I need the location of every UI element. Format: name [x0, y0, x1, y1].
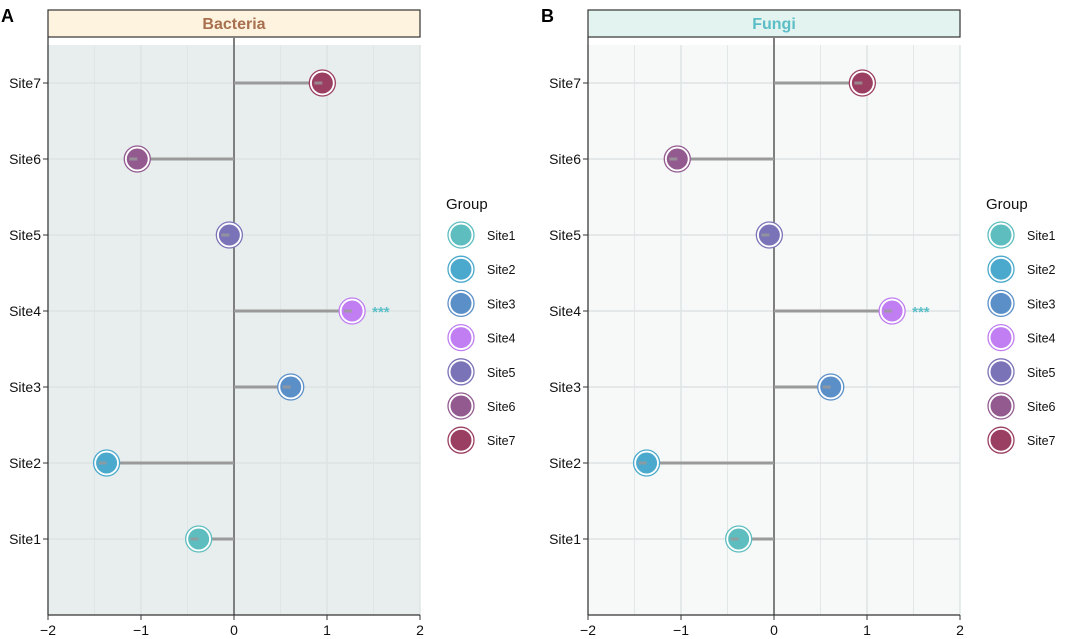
legend-label: Site4: [1027, 332, 1056, 346]
y-tick-label: Site4: [9, 303, 41, 319]
legend-label: Site6: [487, 400, 516, 414]
x-tick-label: 0: [230, 622, 238, 638]
legend-label: Site2: [487, 263, 516, 277]
y-tick-label: Site6: [9, 151, 41, 167]
legend-label: Site2: [1027, 263, 1056, 277]
facet-strip: [587, 9, 961, 38]
y-tick-label: Site2: [9, 455, 41, 471]
facet-title: Bacteria: [202, 16, 265, 33]
legend: Group Site1 Site2 Site3 Site4 Site5 Site6 Site7: [986, 196, 1056, 454]
y-tick-label: Site1: [549, 531, 581, 547]
y-tick-label: Site4: [549, 303, 581, 319]
x-tick-label: −1: [133, 622, 149, 638]
legend-label: Site3: [487, 297, 516, 311]
y-tick-label: Site3: [549, 379, 581, 395]
y-tick-label: Site7: [9, 75, 41, 91]
y-tick-label: Site6: [549, 151, 581, 167]
y-tick-label: Site5: [549, 227, 581, 243]
legend-swatch: [450, 327, 472, 349]
legend-swatch: [450, 361, 472, 383]
x-tick-label: 1: [323, 622, 331, 638]
legend-swatch: [450, 224, 472, 246]
legend-title: Group: [446, 196, 488, 213]
legend-swatch: [990, 224, 1012, 246]
y-tick-label: Site3: [9, 379, 41, 395]
legend-label: Site7: [487, 434, 516, 448]
x-tick-label: −2: [580, 622, 596, 638]
legend-swatch: [450, 395, 472, 417]
significance-label: ***: [372, 304, 390, 321]
legend-swatch: [450, 292, 472, 314]
x-tick-label: 2: [416, 622, 424, 638]
panel-label: A: [1, 6, 14, 26]
legend-label: Site1: [1027, 229, 1056, 243]
panel-bacteria: A Bacteria Site1 Site2 Site3 Site4 Site5 Site6 S…: [1, 6, 516, 638]
facet-strip: [47, 9, 421, 38]
legend-swatch: [990, 395, 1012, 417]
legend-swatch: [450, 258, 472, 280]
legend-swatch: [990, 361, 1012, 383]
panel-label: B: [541, 6, 554, 26]
legend-swatch: [990, 258, 1012, 280]
legend-label: Site6: [1027, 400, 1056, 414]
x-tick-label: −2: [40, 622, 56, 638]
legend-label: Site1: [487, 229, 516, 243]
x-tick-label: 0: [770, 622, 778, 638]
legend-label: Site5: [1027, 366, 1056, 380]
legend: Group Site1 Site2 Site3 Site4 Site5 Site6 Site7: [446, 196, 516, 454]
legend-swatch: [990, 327, 1012, 349]
x-tick-label: 1: [863, 622, 871, 638]
x-tick-label: 2: [956, 622, 964, 638]
legend-label: Site7: [1027, 434, 1056, 448]
facet-title: Fungi: [752, 16, 796, 33]
x-tick-label: −1: [673, 622, 689, 638]
y-tick-label: Site1: [9, 531, 41, 547]
panel-fungi: B Fungi Site1 Site2 Site3 Site4 Site5 Site6 Site…: [541, 6, 1056, 638]
legend-label: Site4: [487, 332, 516, 346]
y-tick-label: Site2: [549, 455, 581, 471]
legend-label: Site5: [487, 366, 516, 380]
legend-swatch: [990, 292, 1012, 314]
legend-title: Group: [986, 196, 1028, 213]
legend-swatch: [990, 429, 1012, 451]
legend-label: Site3: [1027, 297, 1056, 311]
legend-swatch: [450, 429, 472, 451]
significance-label: ***: [912, 304, 930, 321]
y-tick-label: Site5: [9, 227, 41, 243]
y-tick-label: Site7: [549, 75, 581, 91]
